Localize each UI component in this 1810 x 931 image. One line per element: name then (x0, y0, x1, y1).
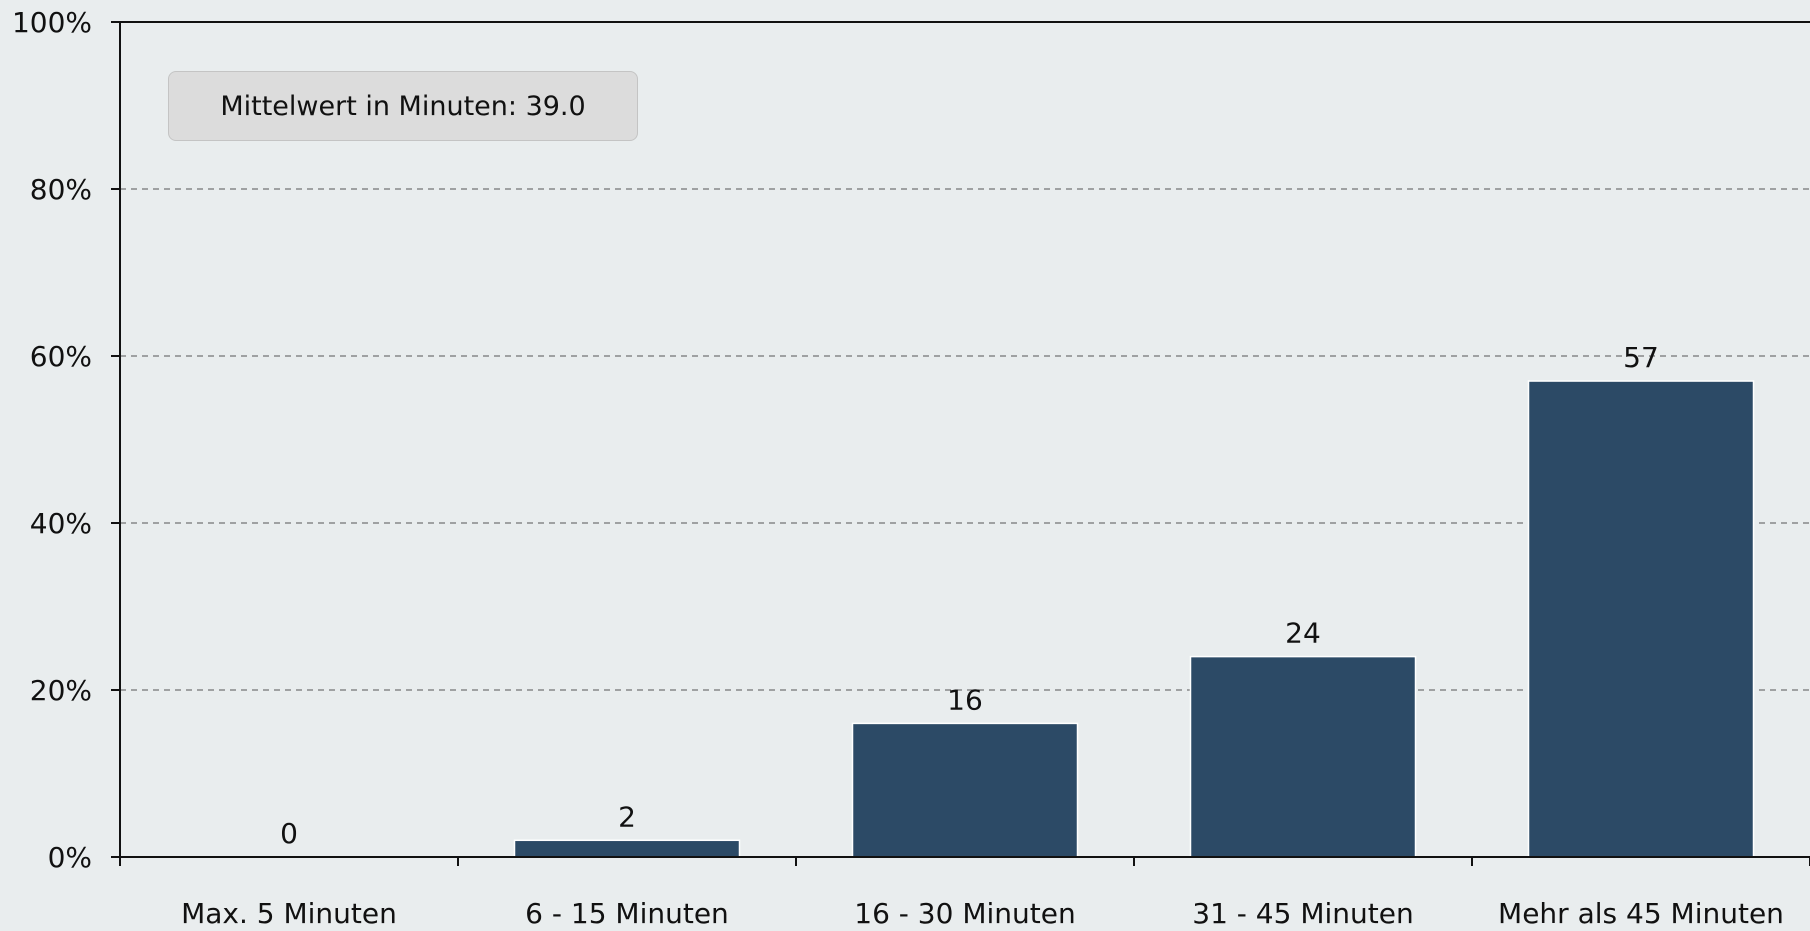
x-category-label: 16 - 30 Minuten (854, 897, 1075, 927)
bar (1189, 655, 1417, 858)
x-category-label: 31 - 45 Minuten (1192, 897, 1413, 927)
bar (1527, 380, 1755, 858)
x-category-label: Max. 5 Minuten (181, 897, 397, 927)
y-tick-label: 100% (12, 6, 92, 39)
bar-value-label: 24 (1285, 617, 1321, 650)
y-tick-label: 40% (30, 507, 92, 540)
labels: 0% 20% 40% 60% 80% 100% 0 2 16 24 57 Max. 5 Minuten… (12, 6, 1784, 930)
axes (111, 21, 1810, 866)
bar-value-label: 57 (1623, 341, 1659, 374)
y-tick-label: 80% (30, 173, 92, 206)
bar (513, 839, 741, 858)
mean-annotation-box: Mittelwert in Minuten: 39.0 (168, 71, 638, 141)
bar-value-label: 16 (947, 683, 983, 716)
bar-value-label: 0 (280, 817, 298, 850)
y-tick-label: 20% (30, 674, 92, 707)
x-category-label: 6 - 15 Minuten (525, 897, 729, 927)
bar-value-label: 2 (618, 800, 636, 833)
bar (851, 722, 1079, 858)
bars (513, 380, 1755, 858)
y-tick-label: 60% (30, 340, 92, 373)
x-category-label: Mehr als 45 Minuten (1498, 897, 1784, 927)
y-tick-label: 0% (48, 841, 92, 874)
